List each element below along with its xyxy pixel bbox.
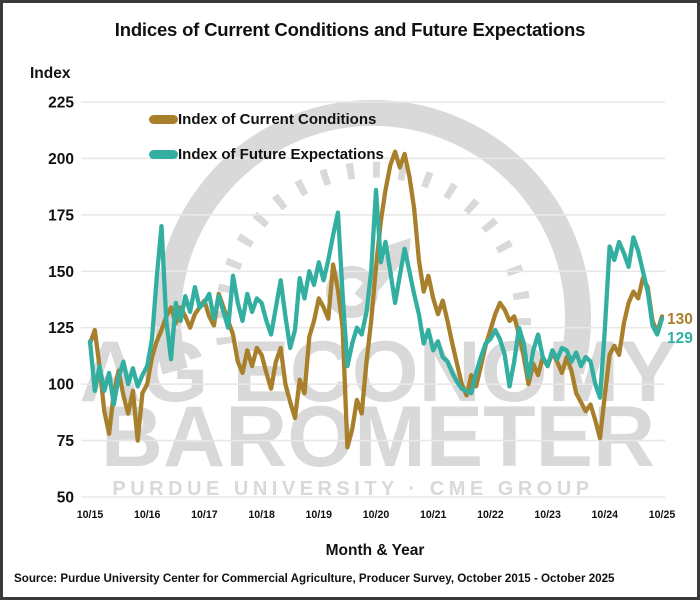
x-tick-label: 10/15 [77,509,104,521]
x-tick-label: 10/23 [534,509,561,521]
x-tick-label: 10/22 [477,509,504,521]
source-note: Source: Purdue University Center for Com… [14,572,615,585]
x-tick-label: 10/19 [306,509,333,521]
y-tick-label: 125 [48,320,74,337]
x-tick-label: 10/20 [363,509,390,521]
legend-swatch-current-conditions [149,114,178,124]
watermark-text-line2: BAROMETER [101,389,655,485]
x-axis-title: Month & Year [325,542,425,559]
x-tick-label: 10/17 [191,509,218,521]
series-line-future-expectations [87,187,665,407]
y-axis-title: Index [30,65,71,82]
y-tick-label: 100 [48,377,74,394]
y-tick-label: 150 [48,264,74,281]
x-tick-label: 10/25 [649,509,676,521]
series-line-current-conditions [87,149,665,450]
watermark-text-line1: AG ECONOMY [79,324,676,420]
watermark-gauge-arc-icon [155,99,591,375]
chart-title: Indices of Current Conditions and Future… [114,19,586,40]
legend-label-current-conditions: Index of Current Conditions [178,110,377,128]
watermark-text-line3: PURDUE UNIVERSITY · CME GROUP [112,478,593,500]
watermark-gauge-tickmarks-icon [215,161,531,346]
legend-label-future-expectations: Index of Future Expectations [178,145,384,163]
end-value-label-current-conditions: 130 [667,311,693,328]
legend-item-future-expectations: Index of Future Expectations [149,145,384,163]
legend-swatch-future-expectations [149,149,178,159]
y-tick-label: 175 [48,207,74,224]
y-tick-label: 200 [48,151,74,168]
x-tick-label: 10/16 [134,509,161,521]
x-tick-label: 10/21 [420,509,447,521]
x-tick-label: 10/24 [592,509,619,521]
chart-legend: Index of Current Conditions Index of Fut… [149,110,384,163]
end-value-label-future-expectations: 129 [667,330,693,347]
y-tick-label: 75 [57,433,75,450]
y-tick-label: 225 [48,95,74,112]
x-tick-label: 10/18 [248,509,275,521]
y-tick-label: 50 [57,490,74,507]
legend-item-current-conditions: Index of Current Conditions [149,110,384,128]
